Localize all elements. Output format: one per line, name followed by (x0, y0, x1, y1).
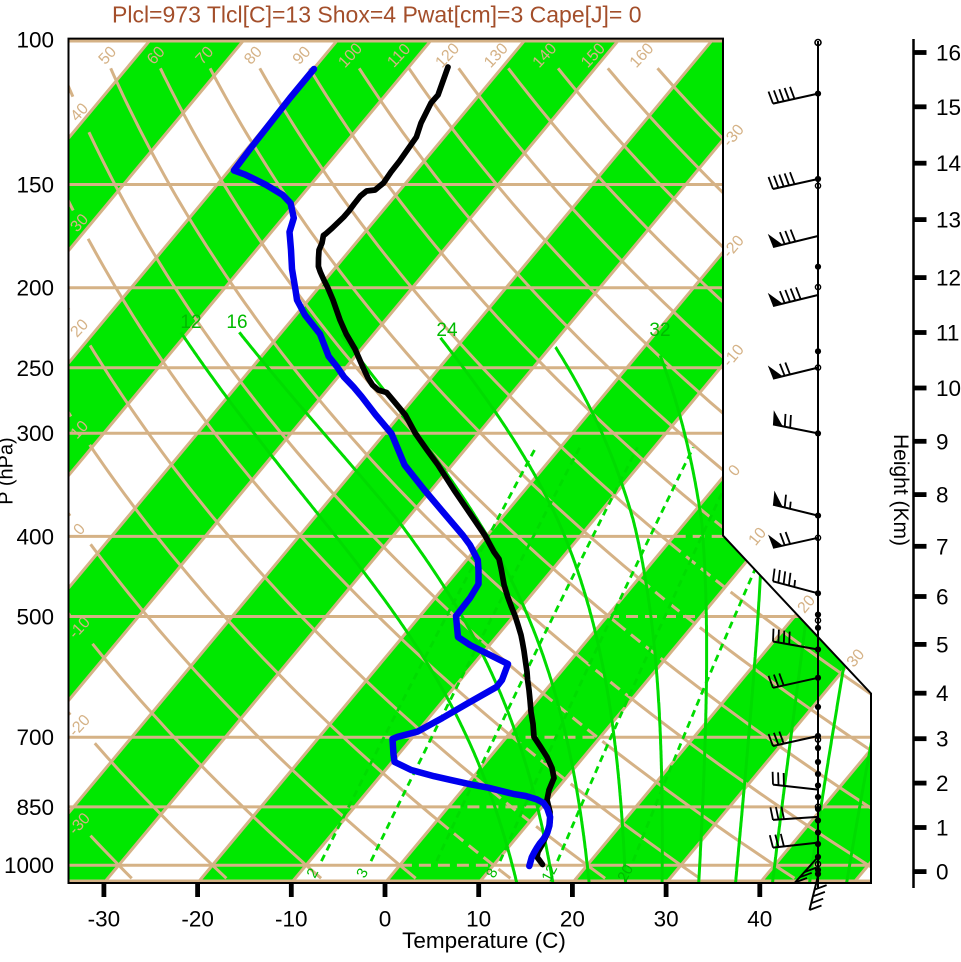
svg-text:Temperature (C): Temperature (C) (402, 928, 566, 953)
svg-text:300: 300 (16, 421, 54, 446)
svg-text:8: 8 (936, 483, 949, 508)
svg-text:12: 12 (180, 312, 201, 333)
svg-text:850: 850 (16, 795, 54, 820)
svg-text:15: 15 (936, 95, 961, 120)
svg-text:500: 500 (16, 605, 54, 630)
svg-text:700: 700 (16, 725, 54, 750)
svg-text:5: 5 (936, 632, 949, 657)
svg-text:4: 4 (936, 681, 949, 706)
svg-text:3: 3 (936, 727, 949, 752)
svg-text:24: 24 (436, 320, 458, 341)
svg-text:12: 12 (936, 266, 961, 291)
svg-text:-30: -30 (88, 907, 121, 932)
svg-text:30: 30 (654, 907, 679, 932)
svg-text:11: 11 (936, 321, 959, 346)
svg-text:150: 150 (16, 173, 54, 198)
svg-text:0: 0 (936, 860, 949, 885)
svg-text:-10: -10 (275, 907, 308, 932)
svg-text:2: 2 (936, 771, 949, 796)
svg-text:14: 14 (936, 151, 961, 176)
svg-text:-20: -20 (181, 907, 214, 932)
svg-text:6: 6 (936, 585, 949, 610)
svg-text:Height (Km): Height (Km) (889, 434, 912, 546)
svg-text:Plcl=973 Tlcl[C]=13 Shox=4 Pwa: Plcl=973 Tlcl[C]=13 Shox=4 Pwat[cm]=3 Ca… (112, 2, 642, 28)
svg-text:1000: 1000 (4, 853, 54, 878)
svg-text:P (hPa): P (hPa) (0, 437, 18, 504)
svg-text:9: 9 (936, 429, 949, 454)
svg-text:1: 1 (936, 816, 949, 841)
svg-text:100: 100 (16, 28, 54, 53)
svg-text:13: 13 (936, 208, 961, 233)
svg-text:16: 16 (226, 312, 247, 333)
svg-text:400: 400 (16, 524, 54, 549)
svg-text:40: 40 (747, 907, 772, 932)
svg-text:32: 32 (649, 320, 670, 341)
svg-text:7: 7 (936, 534, 949, 559)
svg-text:250: 250 (16, 356, 54, 381)
svg-text:0: 0 (379, 907, 392, 932)
svg-text:200: 200 (16, 276, 54, 301)
svg-text:16: 16 (936, 41, 961, 66)
svg-text:10: 10 (936, 376, 961, 401)
